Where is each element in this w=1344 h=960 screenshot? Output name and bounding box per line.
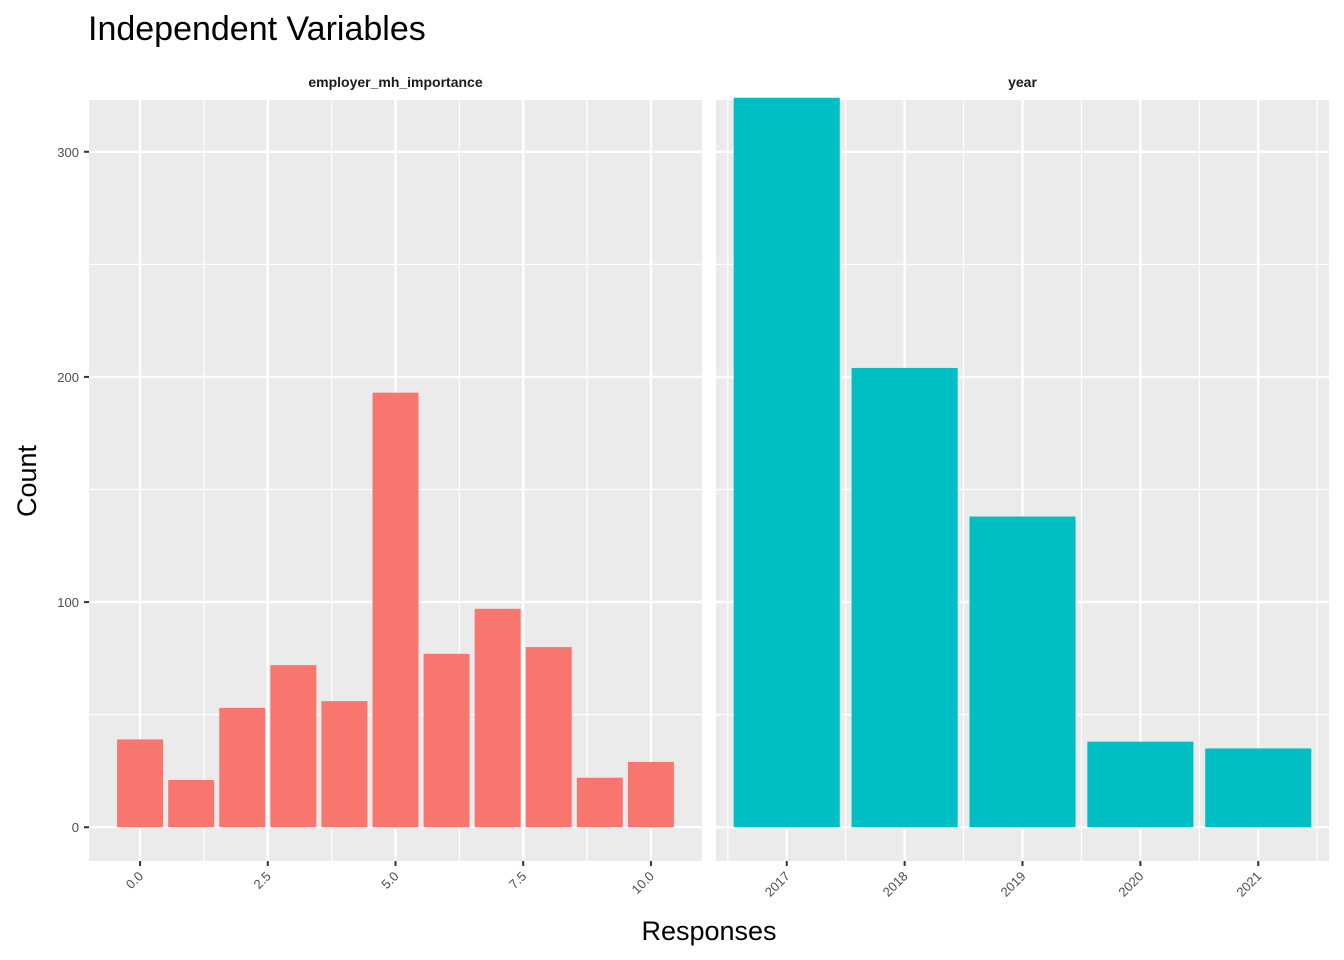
bar-employer-mh-importance-2 <box>219 707 266 828</box>
bar-employer-mh-importance-10 <box>627 761 674 828</box>
x-tick-label: 2018 <box>880 869 911 900</box>
bar-employer-mh-importance-5 <box>372 392 419 828</box>
bar-employer-mh-importance-6 <box>423 653 470 828</box>
y-axis-title: Count <box>12 444 42 517</box>
x-tick-label: 10.0 <box>629 869 658 898</box>
bar-employer-mh-importance-9 <box>576 777 623 828</box>
y-axis: 0 100 200 300 <box>57 145 89 835</box>
facet-strip-right <box>716 64 1329 100</box>
bar-year-2021 <box>1205 748 1312 828</box>
panel-year: 2017 2018 2019 2020 2021 <box>716 97 1329 900</box>
x-tick-label: 2019 <box>998 869 1029 900</box>
bar-employer-mh-importance-1 <box>168 779 215 828</box>
bar-employer-mh-importance-7 <box>474 608 521 828</box>
panel-employer-mh-importance: 0.0 2.5 5.0 7.5 10.0 <box>89 100 702 897</box>
bar-year-2020 <box>1087 741 1194 828</box>
bar-employer-mh-importance-4 <box>321 701 368 828</box>
bar-employer-mh-importance-0 <box>117 739 164 828</box>
x-tick-label: 2021 <box>1233 869 1264 900</box>
y-tick-label: 300 <box>57 145 79 160</box>
x-tick-label: 0.0 <box>123 869 146 892</box>
x-axis-title: Responses <box>641 916 776 946</box>
x-tick-label: 5.0 <box>378 869 401 892</box>
chart-title: Independent Variables <box>88 10 426 48</box>
bar-employer-mh-importance-3 <box>270 665 317 828</box>
facet-label-employer-mh-importance: employer_mh_importance <box>308 74 482 90</box>
y-tick-label: 0 <box>72 820 79 835</box>
y-tick-label: 100 <box>57 595 79 610</box>
bar-year-2017 <box>733 97 840 828</box>
facet-label-year: year <box>1008 74 1037 90</box>
bar-employer-mh-importance-8 <box>525 647 572 828</box>
bar-year-2018 <box>851 367 958 828</box>
facet-strip-left <box>89 64 702 100</box>
bar-year-2019 <box>969 516 1076 828</box>
x-tick-label: 2.5 <box>251 869 274 892</box>
x-tick-label: 7.5 <box>506 869 529 892</box>
x-tick-label: 2020 <box>1115 869 1146 900</box>
x-tick-label: 2017 <box>762 869 793 900</box>
y-tick-label: 200 <box>57 370 79 385</box>
